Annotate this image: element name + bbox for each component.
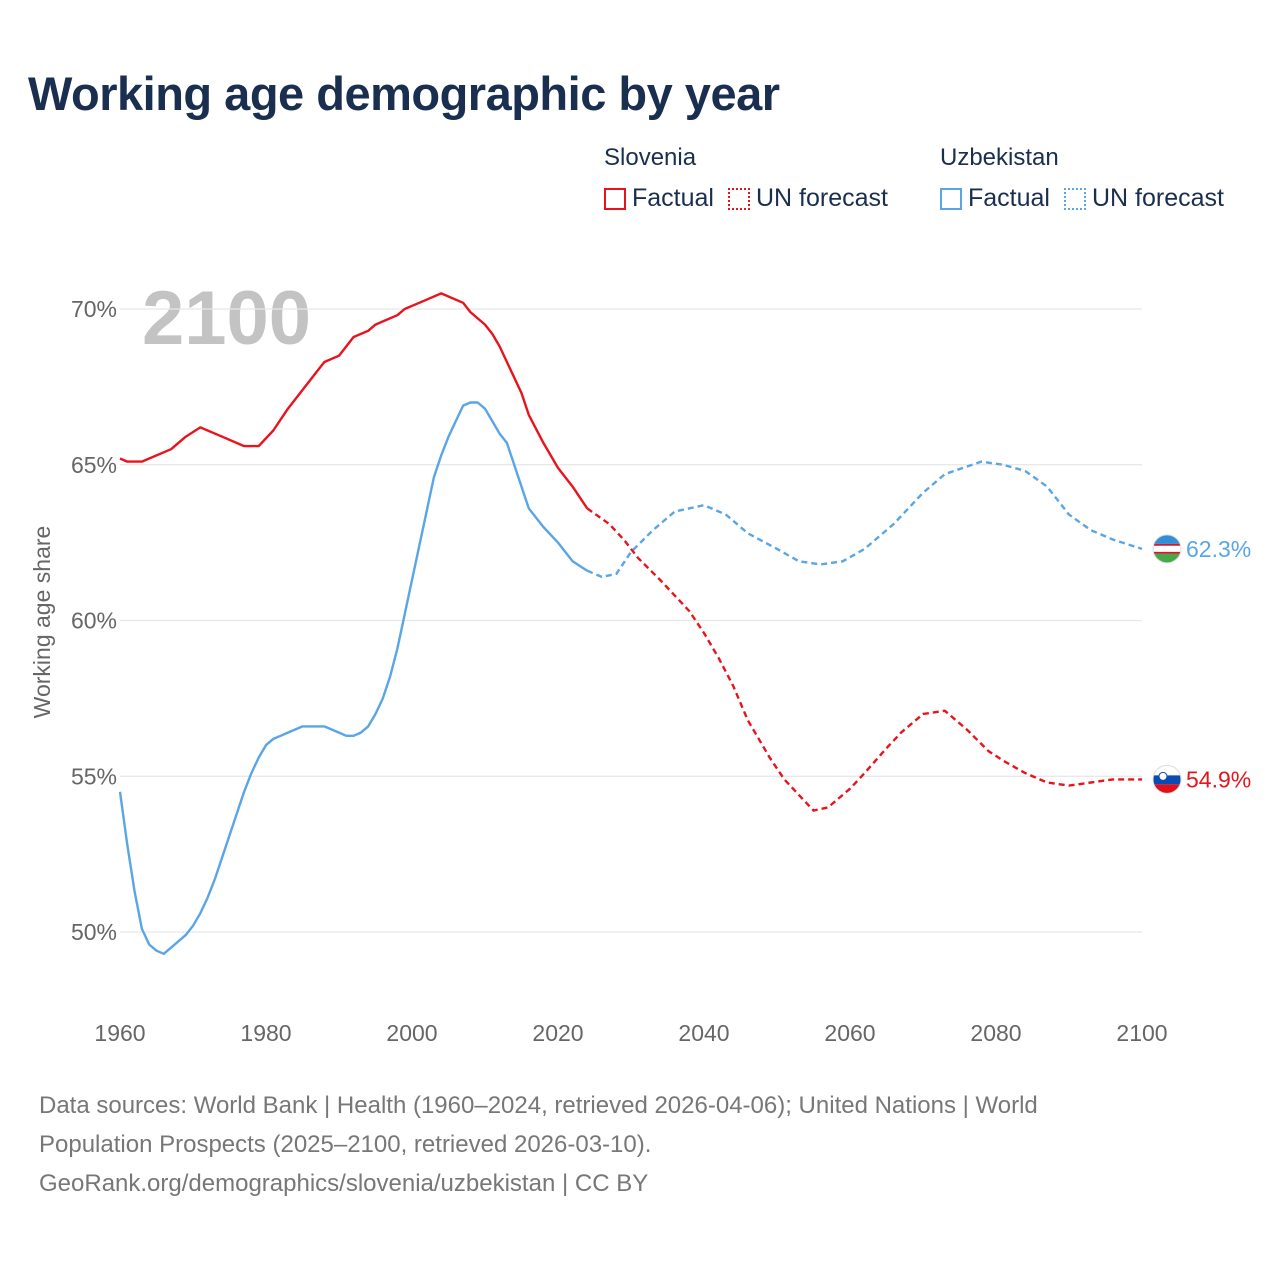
y-tick-label: 50% [71,919,117,945]
legend-uzbekistan-factual[interactable]: Factual [940,184,1050,213]
legend-label: Factual [968,184,1050,212]
legend-label: UN forecast [1091,184,1224,212]
x-tick-label: 2100 [1116,1020,1167,1046]
legend-slovenia: Slovenia Factual UN forecast [604,144,888,213]
x-tick-label: 2060 [824,1020,875,1046]
footer-line: Data sources: World Bank | Health (1960–… [39,1092,1038,1119]
legend-swatch-dotted [1063,187,1086,210]
footer-source-link[interactable]: GeoRank.org/demographics/slovenia/uzbeki… [39,1170,649,1197]
legend-label: Factual [632,184,714,212]
legend-uzbekistan: Uzbekistan Factual UN forecast [940,144,1224,213]
y-tick-label: 55% [71,763,117,789]
x-tick-label: 1960 [94,1020,145,1046]
x-tick-label: 2000 [386,1020,437,1046]
x-tick-label: 2040 [678,1020,729,1046]
y-tick-label: 60% [71,608,117,634]
legend-label: UN forecast [755,184,888,212]
chart-title: Working age demographic by year [28,67,780,120]
x-tick-label: 2080 [970,1020,1021,1046]
y-axis-label: Working age share [29,526,55,719]
legend-country-name: Uzbekistan [940,144,1059,171]
footer-line: Population Prospects (2025–2100, retriev… [39,1131,652,1158]
x-tick-label: 2020 [532,1020,583,1046]
slovenia-forecast-line [586,507,1142,812]
x-tick-label: 1980 [240,1020,291,1046]
data-sources-footer: Data sources: World Bank | Health (1960–… [39,1086,1239,1203]
legend-swatch-solid [604,187,626,210]
legend-slovenia-factual[interactable]: Factual [604,184,714,213]
legend-swatch-solid [940,187,962,210]
uzbekistan-end-label: 62.3% [1186,536,1251,562]
year-watermark: 2100 [142,276,311,361]
legend-slovenia-forecast[interactable]: UN forecast [727,184,888,213]
uzbekistan-flag-icon [1152,534,1182,564]
uzbekistan-forecast-line [586,460,1143,579]
y-tick-label: 65% [71,452,117,478]
slovenia-end-label: 54.9% [1186,766,1251,792]
legend-uzbekistan-forecast[interactable]: UN forecast [1063,184,1224,213]
slovenia-factual-line [119,292,589,510]
slovenia-flag-icon [1152,764,1182,794]
legend-country-name: Slovenia [604,144,697,171]
legend-swatch-dotted [727,187,750,210]
y-tick-label: 70% [71,296,117,322]
uzbekistan-factual-line [118,401,588,955]
